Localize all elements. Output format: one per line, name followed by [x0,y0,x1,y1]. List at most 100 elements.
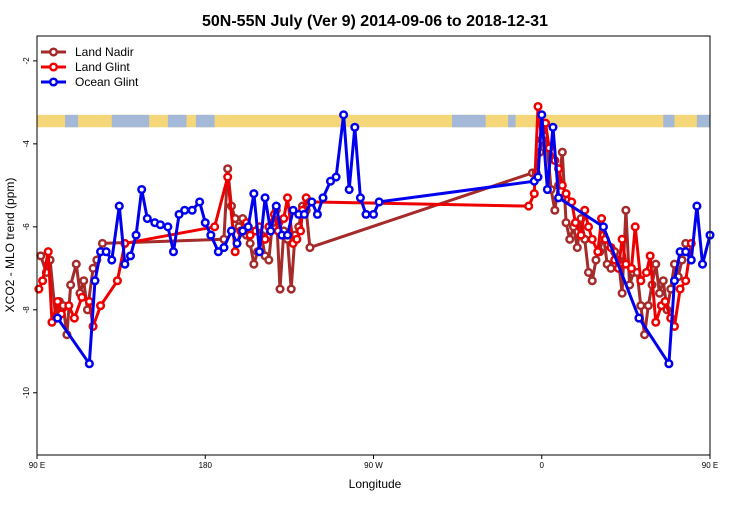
data-point [533,101,543,112]
legend-label: Land Glint [75,60,130,74]
data-point [38,276,48,286]
ocean-band-segment [195,114,215,128]
data-point [282,193,293,203]
x-axis-label: Longitude [349,477,402,491]
data-point [675,284,685,294]
data-point [651,317,661,327]
data-point [223,172,233,182]
data-point [548,122,558,132]
data-point [617,234,627,244]
data-point [97,238,107,248]
ocean-band-segment [696,114,710,128]
data-point [587,234,597,244]
data-point [137,184,147,195]
data-point [621,205,631,215]
data-point [43,247,53,257]
data-point [305,243,315,253]
data-point [598,222,608,232]
data-point [210,222,220,232]
data-point [643,301,653,311]
data-point [180,205,190,215]
ocean-band-segment [111,114,150,128]
data-point [168,247,179,257]
data-point [374,197,384,207]
data-point [195,197,205,207]
data-point [36,251,46,261]
data-point [312,209,322,219]
data-point [230,247,240,257]
y-axis: -2 -4 -6 -8 -10 [22,57,37,399]
data-point [636,301,646,311]
series-ocean-glint [53,110,715,369]
data-point [344,184,354,195]
data-point [692,201,702,211]
data-point [664,359,674,369]
data-point [245,238,255,248]
data-point [53,313,63,323]
ocean-band-segment [65,114,79,128]
legend-swatch-marker [48,62,59,72]
data-point [200,218,210,228]
data-point [583,267,594,278]
data-point [249,259,259,269]
data-point [529,189,539,199]
data-point [219,243,229,253]
data-point [226,226,236,236]
y-tick-label: -4 [22,140,31,148]
data-point [101,247,111,257]
data-point [238,226,248,236]
data-point [84,296,94,307]
data-point [542,184,552,195]
data-point [524,201,534,211]
x-tick-label: 180 [199,461,213,470]
data-point [307,197,317,207]
data-point [112,276,122,286]
data-point [88,263,98,273]
data-point [66,280,76,290]
data-point [550,205,560,215]
x-tick-label: 90 W [364,461,383,470]
data-point [275,284,285,294]
data-point [669,276,680,286]
data-point [557,180,567,190]
y-axis-label: XCO2 - MLO trend (ppm) [3,178,17,313]
data-point [71,259,81,269]
data-point [361,209,371,219]
data-point [245,230,255,240]
data-point [697,259,708,269]
chart-title: 50N-55N July (Ver 9) 2014-09-06 to 2018-… [202,13,548,30]
data-point [630,222,640,232]
y-tick-label: -10 [22,386,31,398]
data-point [681,276,691,286]
data-point [570,218,580,228]
x-tick-label: 90 E [702,461,718,470]
data-point [260,234,270,244]
data-point [651,259,661,269]
data-point [266,226,276,236]
legend-swatch-marker [48,77,59,87]
data-point [591,255,601,265]
data-point [107,255,117,265]
land-mask-band [37,114,710,128]
data-point [271,201,281,211]
data-point [634,313,644,323]
data-point [213,247,223,257]
data-point [325,176,336,186]
data-point [660,296,670,307]
legend-label: Ocean Glint [75,75,139,89]
data-point [636,276,646,286]
data-point [260,193,270,203]
data-point [163,222,173,232]
data-point [254,247,265,257]
data-point [593,247,603,257]
data-point [331,172,341,182]
data-point [626,263,637,273]
data-point [617,288,627,298]
data-point [288,205,298,215]
data-point [125,251,136,261]
data-point [658,276,668,286]
data-point [533,172,543,182]
data-point [576,230,586,240]
